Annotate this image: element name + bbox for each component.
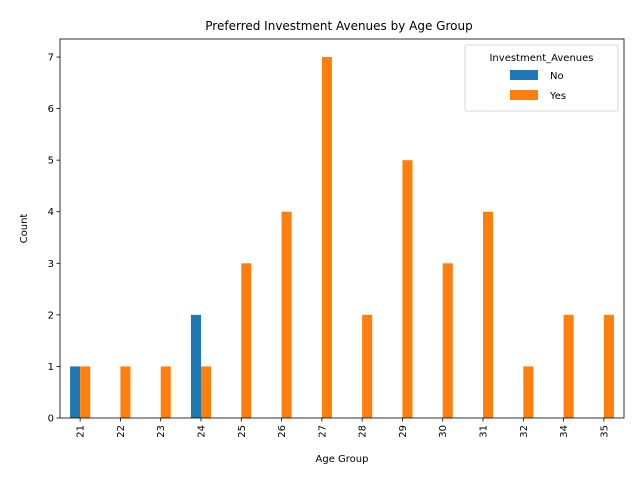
x-tick-label: 22: [116, 425, 127, 438]
legend: Investment_Avenues No Yes: [465, 45, 618, 111]
x-tick-label: 24: [197, 425, 208, 438]
bar-no-21: [70, 366, 80, 418]
bar-yes-31: [483, 212, 493, 418]
y-tick-label: 7: [48, 53, 54, 64]
x-axis-title: Age Group: [316, 454, 369, 465]
x-tick-label: 25: [237, 425, 248, 438]
bar-yes-32: [523, 366, 533, 418]
y-tick-label: 1: [48, 362, 54, 373]
x-tick-label: 28: [358, 425, 369, 438]
legend-title: Investment_Avenues: [489, 53, 593, 64]
bar-yes-25: [241, 263, 251, 418]
bar-yes-24: [201, 366, 211, 418]
legend-swatch-no: [510, 70, 538, 80]
x-axis: 21 22 23 24 25 26 27 28 29 30 31 32 34 35: [76, 418, 611, 438]
legend-swatch-yes: [510, 90, 538, 100]
bar-yes-30: [443, 263, 453, 418]
y-tick-label: 4: [48, 207, 54, 218]
x-tick-label: 26: [277, 425, 288, 438]
x-tick-label: 30: [438, 425, 449, 438]
legend-label-yes: Yes: [549, 91, 566, 102]
x-tick-label: 32: [519, 425, 530, 438]
bar-yes-23: [161, 366, 171, 418]
bar-yes-27: [322, 57, 332, 418]
x-tick-label: 34: [559, 425, 570, 438]
bar-yes-28: [362, 315, 372, 418]
y-tick-label: 0: [48, 414, 54, 425]
legend-label-no: No: [550, 71, 564, 82]
bar-yes-22: [120, 366, 130, 418]
bar-yes-35: [604, 315, 614, 418]
y-tick-label: 6: [48, 104, 54, 115]
y-tick-label: 5: [48, 156, 54, 167]
x-tick-label: 21: [76, 425, 87, 438]
chart-title: Preferred Investment Avenues by Age Grou…: [205, 19, 472, 33]
y-tick-label: 3: [48, 259, 54, 270]
bar-no-24: [191, 315, 201, 418]
y-axis: 0 1 2 3 4 5 6 7: [48, 53, 60, 425]
bar-yes-34: [564, 315, 574, 418]
x-tick-label: 29: [398, 425, 409, 438]
bar-yes-29: [402, 160, 412, 418]
x-tick-label: 35: [599, 425, 610, 438]
x-tick-label: 27: [317, 425, 328, 438]
y-axis-title: Count: [19, 214, 30, 244]
bar-yes-26: [282, 212, 292, 418]
bar-yes-21: [80, 366, 90, 418]
y-tick-label: 2: [48, 310, 54, 321]
x-tick-label: 31: [479, 425, 490, 438]
x-tick-label: 23: [156, 425, 167, 438]
